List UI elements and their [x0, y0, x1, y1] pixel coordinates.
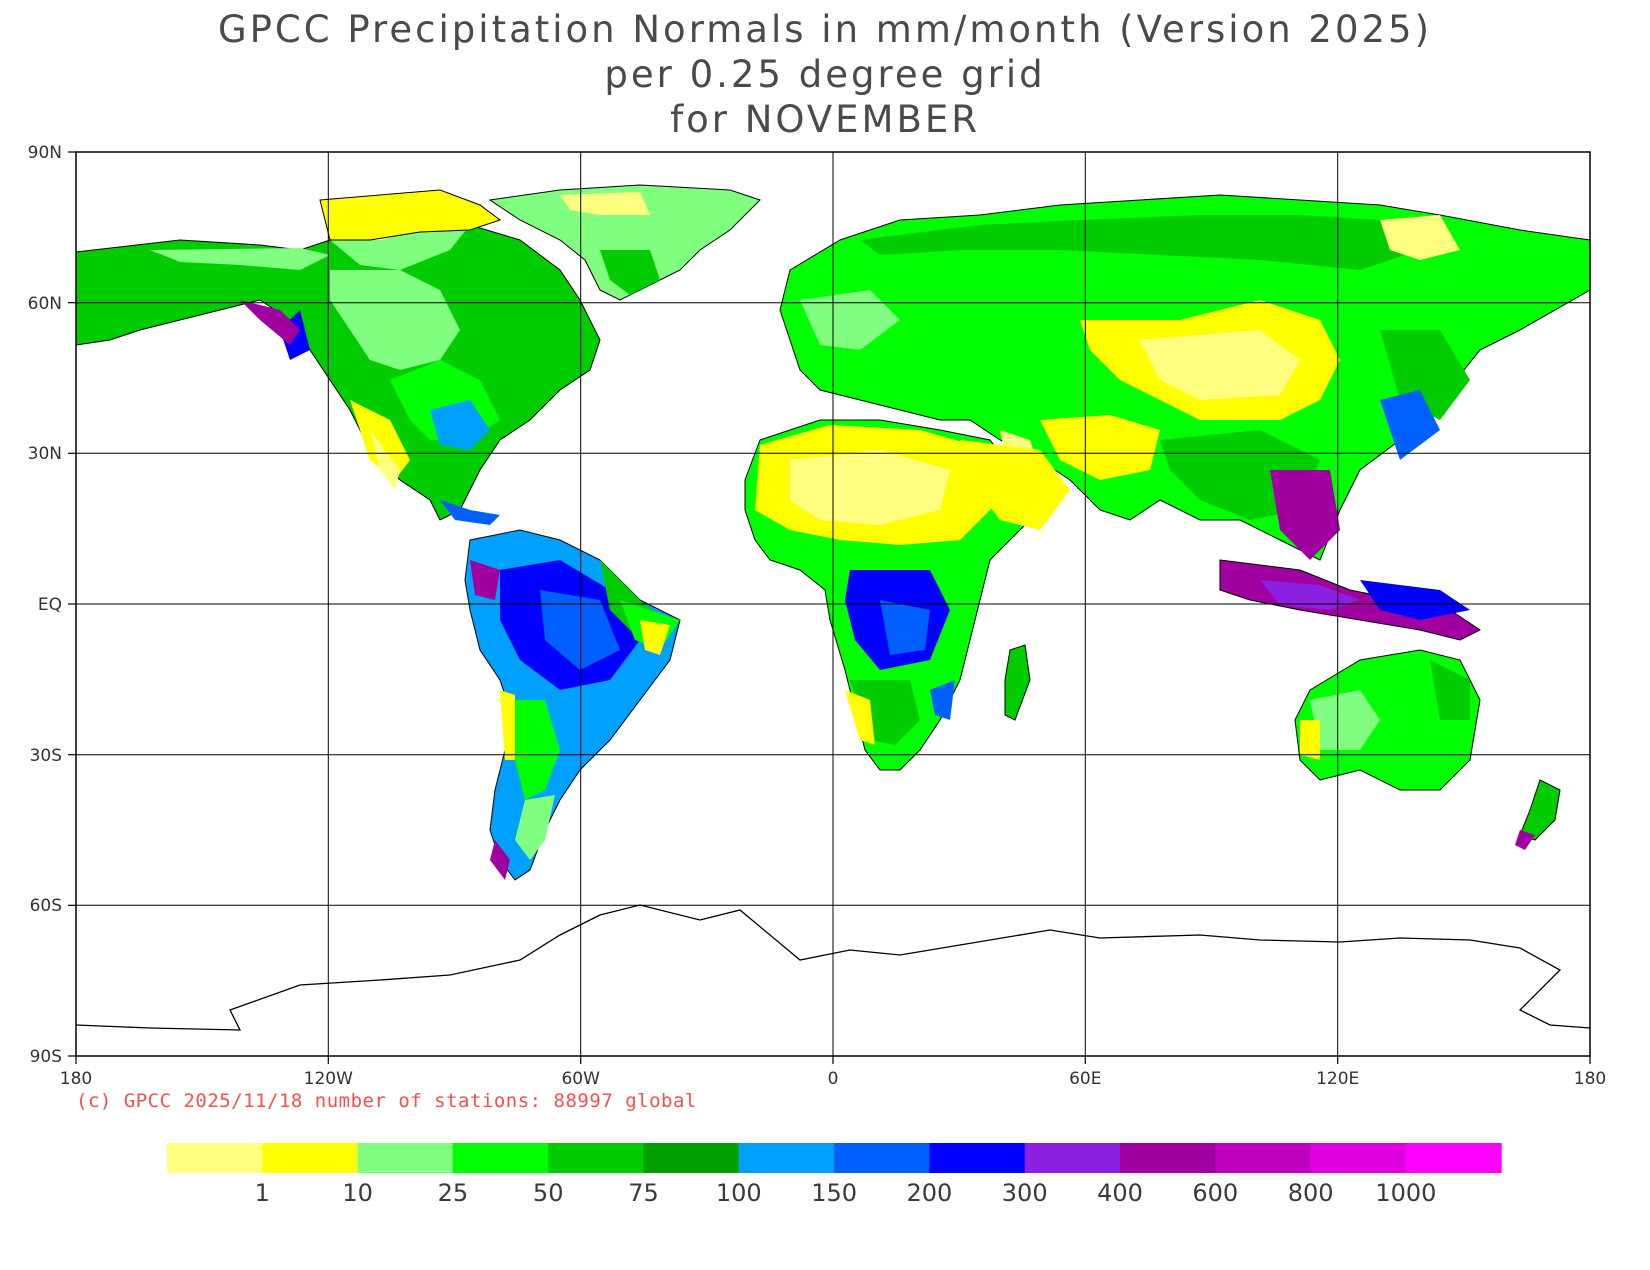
colorbar-label: 100: [716, 1179, 762, 1207]
madagascar: [1004, 644, 1031, 721]
lat-label-30n: 30N: [28, 444, 62, 464]
lat-label-90n: 90N: [28, 143, 62, 163]
greenland: [488, 184, 761, 301]
colorbar-label: 50: [533, 1179, 564, 1207]
colorbar-label: 75: [628, 1179, 659, 1207]
land-precipitation-layer: [76, 184, 1590, 1031]
colorbar-swatch: [834, 1143, 930, 1173]
lon-label-60w: 60W: [561, 1069, 600, 1089]
colorbar-label: 1000: [1375, 1179, 1436, 1207]
colorbar-label: 400: [1097, 1179, 1143, 1207]
colorbar-label: 200: [906, 1179, 952, 1207]
lon-label-180e: 180: [1574, 1069, 1606, 1089]
antarctica: [76, 904, 1590, 1031]
colorbar-label: 300: [1002, 1179, 1048, 1207]
lon-label-120w: 120W: [304, 1069, 353, 1089]
lon-label-120e: 120E: [1316, 1069, 1359, 1089]
lat-label-60n: 60N: [28, 294, 62, 314]
colorbar-swatch: [643, 1143, 740, 1173]
axis-ticks: [68, 151, 1591, 1064]
colorbar-swatch: [452, 1143, 549, 1173]
longitude-labels: 180 120W 60W 0 60E 120E 180: [60, 1069, 1606, 1089]
colorbar-swatch: [1024, 1143, 1121, 1173]
colorbar-label: 25: [438, 1179, 469, 1207]
lat-label-eq: EQ: [38, 595, 62, 615]
colorbar-swatch: [929, 1143, 1026, 1173]
colorbar-swatch: [1310, 1143, 1407, 1173]
lat-label-90s: 90S: [30, 1047, 62, 1067]
colorbar: 1 10 25 50 75 100 150 200 300 400 600 800 1000: [167, 1143, 1502, 1207]
lon-label-0: 0: [828, 1069, 839, 1089]
map-subtitle-grid: per 0.25 degree grid: [604, 53, 1046, 96]
colorbar-label: 600: [1192, 1179, 1238, 1207]
lon-label-60e: 60E: [1069, 1069, 1101, 1089]
colorbar-swatch: [738, 1143, 835, 1173]
colorbar-label: 1: [255, 1179, 270, 1207]
colorbar-swatch: [1120, 1143, 1216, 1173]
credit-line: (c) GPCC 2025/11/18 number of stations: …: [76, 1090, 697, 1112]
colorbar-swatch: [167, 1143, 263, 1173]
north-america: [76, 224, 601, 521]
colorbar-label: 800: [1288, 1179, 1334, 1207]
latitude-labels: 90N 60N 30N EQ 30S 60S 90S: [28, 143, 62, 1067]
lon-label-180w: 180: [60, 1069, 92, 1089]
colorbar-label: 150: [811, 1179, 857, 1207]
colorbar-swatch: [548, 1143, 644, 1173]
new-zealand: [1519, 779, 1561, 841]
colorbar-swatch: [357, 1143, 454, 1173]
colorbar-swatch: [1405, 1143, 1502, 1173]
lat-label-30s: 30S: [30, 746, 62, 766]
map-title: GPCC Precipitation Normals in mm/month (…: [217, 8, 1433, 51]
colorbar-swatch: [262, 1143, 359, 1173]
lat-label-60s: 60S: [30, 896, 62, 916]
colorbar-swatch: [1215, 1143, 1312, 1173]
colorbar-label: 10: [342, 1179, 373, 1207]
map-subtitle-month: for NOVEMBER: [670, 98, 980, 141]
